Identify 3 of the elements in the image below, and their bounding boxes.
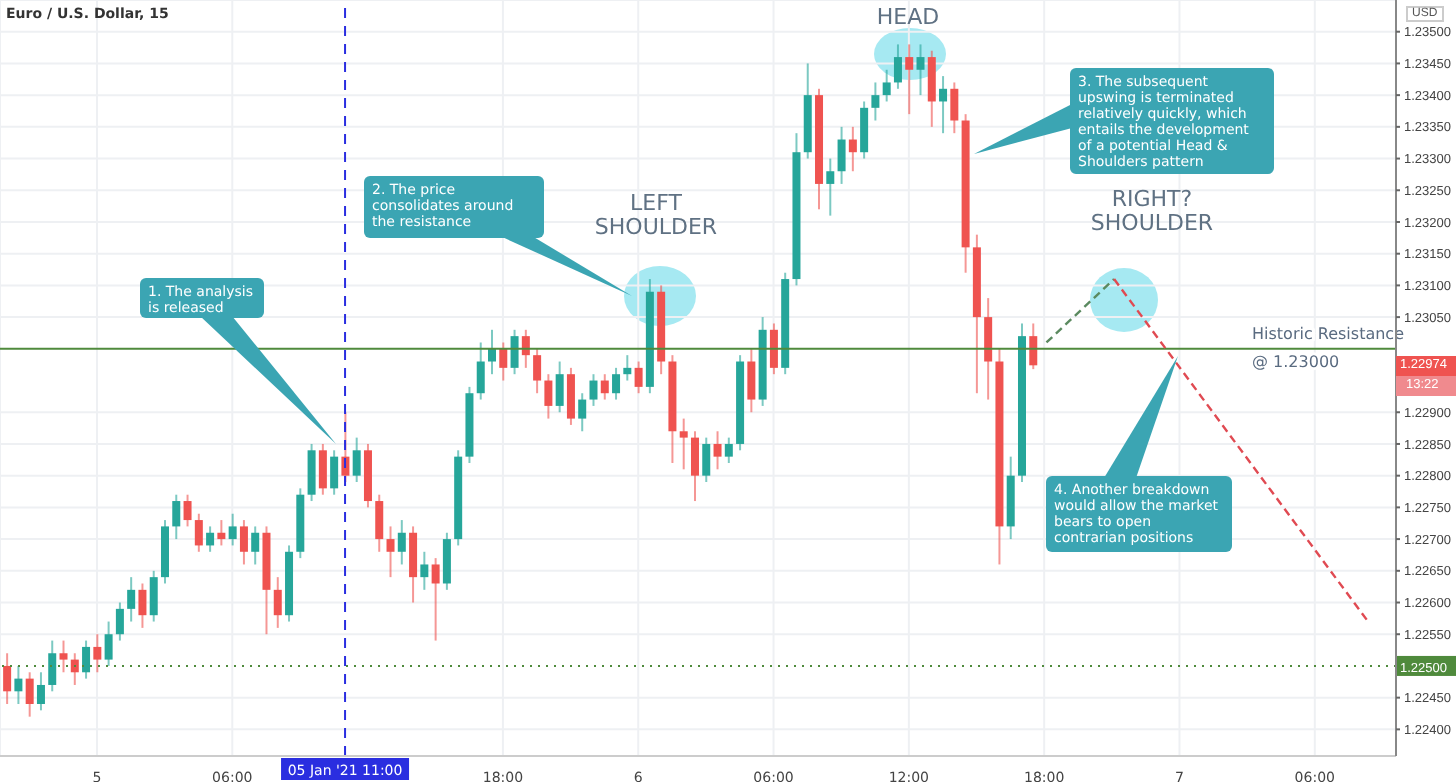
annotation: LEFT SHOULDER [592, 190, 720, 240]
annotation: HEAD [874, 4, 942, 30]
annotation: RIGHT? SHOULDER [1088, 186, 1216, 236]
